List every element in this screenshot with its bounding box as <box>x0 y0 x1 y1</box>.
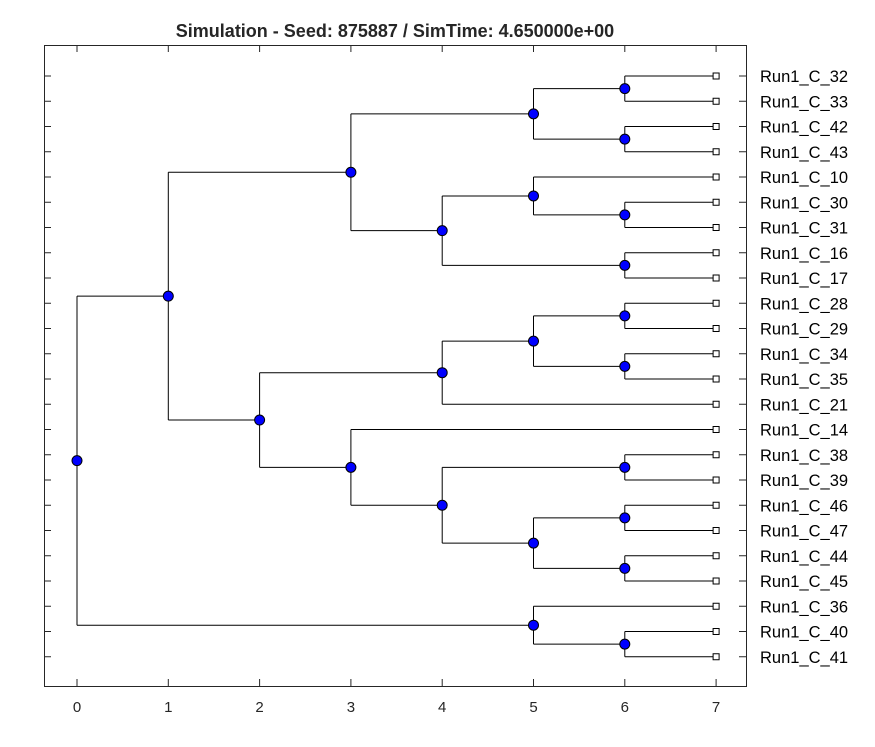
tree-node-marker <box>528 335 539 347</box>
leaf-label: Run1_C_35 <box>760 371 848 389</box>
leaf-label: Run1_C_17 <box>760 270 848 288</box>
tree-node-marker <box>619 209 631 221</box>
leaf-label: Run1_C_40 <box>760 624 848 642</box>
leaf-label: Run1_C_39 <box>760 472 848 490</box>
leaf-marker <box>712 400 720 408</box>
leaf-marker <box>712 299 720 307</box>
leaf-label: Run1_C_44 <box>760 548 848 566</box>
tree-node-marker <box>436 499 448 511</box>
axis-ticks <box>44 45 746 686</box>
leaf-label: Run1_C_29 <box>760 321 848 339</box>
leaf-marker <box>712 527 720 534</box>
tree-node-marker <box>619 360 631 372</box>
leaf-label: Run1_C_38 <box>760 447 848 465</box>
leaf-marker <box>712 628 720 635</box>
leaf-label: Run1_C_31 <box>760 220 848 238</box>
leaf-marker <box>712 72 720 80</box>
leaf-marker <box>712 198 720 206</box>
leaf-marker <box>712 350 720 358</box>
chart-title: Simulation - Seed: 875887 / SimTime: 4.6… <box>175 21 615 41</box>
leaf-label: Run1_C_41 <box>760 649 848 667</box>
leaf-marker <box>712 552 720 560</box>
x-tick-label: 5 <box>529 699 537 716</box>
leaf-label: Run1_C_42 <box>760 119 848 137</box>
tree-node-marker <box>345 461 357 473</box>
plot-axes-box <box>44 45 747 687</box>
leaf-marker <box>712 375 720 383</box>
tree-nodes <box>71 72 720 661</box>
leaf-marker <box>712 249 720 257</box>
tree-node-marker <box>619 512 631 524</box>
leaf-marker <box>712 426 720 433</box>
tree-node-marker <box>619 133 631 145</box>
tree-node-marker <box>528 537 539 549</box>
leaf-marker <box>712 501 720 509</box>
tree-node-marker <box>619 259 631 271</box>
x-tick-label: 2 <box>255 699 263 716</box>
leaf-label: Run1_C_33 <box>760 93 848 111</box>
tree-node-marker <box>436 367 448 379</box>
leaf-label: Run1_C_47 <box>760 523 848 541</box>
tree-node-marker <box>71 455 83 467</box>
tree-node-marker <box>619 562 631 574</box>
leaf-label: Run1_C_36 <box>760 598 848 616</box>
leaf-label: Run1_C_16 <box>760 245 848 263</box>
tree-node-marker <box>619 461 631 473</box>
leaf-marker <box>712 325 720 332</box>
tree-node-marker <box>345 166 357 178</box>
leaf-label: Run1_C_21 <box>760 396 848 414</box>
tree-node-marker <box>528 619 539 631</box>
tree-node-marker <box>619 638 631 650</box>
leaf-marker <box>712 451 720 459</box>
tree-node-marker <box>254 414 266 426</box>
leaf-marker <box>712 224 720 231</box>
leaf-label: Run1_C_45 <box>760 573 848 591</box>
x-tick-label: 4 <box>438 699 446 716</box>
leaf-label: Run1_C_28 <box>760 295 848 313</box>
tree-node-marker <box>619 310 631 322</box>
leaf-marker <box>712 602 720 610</box>
tree-node-marker <box>619 83 631 95</box>
tree-node-marker <box>528 190 539 202</box>
x-tick-label: 0 <box>73 699 81 716</box>
leaf-label: Run1_C_43 <box>760 144 848 162</box>
leaf-marker <box>712 123 720 130</box>
leaf-marker <box>712 148 720 156</box>
x-tick-label: 6 <box>621 699 629 716</box>
leaf-marker <box>712 476 720 484</box>
tree-node-marker <box>436 225 448 237</box>
x-tick-label: 1 <box>164 699 172 716</box>
leaf-label: Run1_C_34 <box>760 346 848 364</box>
leaf-marker <box>712 577 720 585</box>
leaf-label: Run1_C_46 <box>760 497 848 515</box>
x-tick-label: 3 <box>347 699 355 716</box>
x-tick-label: 7 <box>712 699 720 716</box>
leaf-label: Run1_C_14 <box>760 422 848 440</box>
axes-box <box>44 45 747 687</box>
labels: Run1_C_32 Run1_C_33 Run1_C_42 Run1_C_43 Run1… <box>73 68 848 716</box>
tree-node-marker <box>162 290 174 302</box>
leaf-label: Run1_C_30 <box>760 194 848 212</box>
leaf-label: Run1_C_10 <box>760 169 848 187</box>
leaf-marker <box>712 173 720 181</box>
leaf-marker <box>712 274 720 282</box>
leaf-marker <box>712 97 720 105</box>
leaf-marker <box>712 653 720 661</box>
leaf-label: Run1_C_32 <box>760 68 848 86</box>
tree-node-marker <box>528 108 539 120</box>
